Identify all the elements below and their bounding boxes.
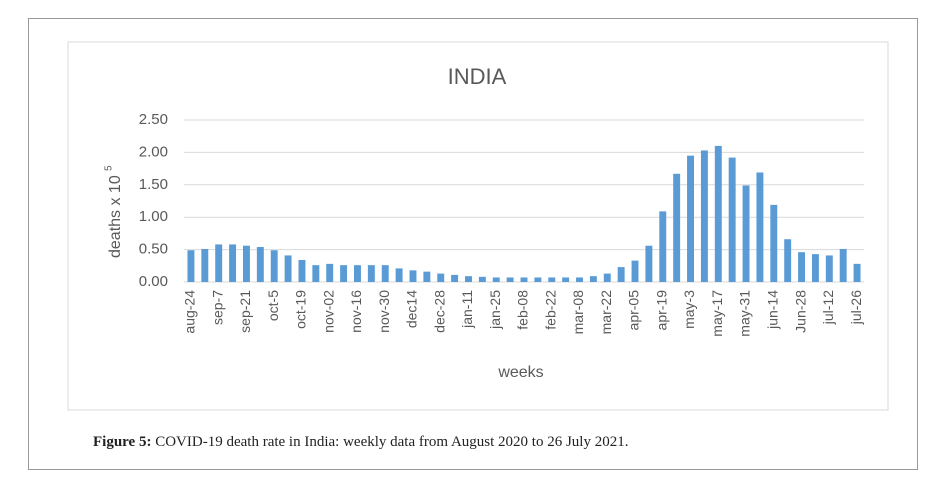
bar	[201, 248, 209, 282]
bar	[187, 250, 195, 282]
y-axis-label-superscript: 5	[104, 165, 115, 171]
bar	[506, 277, 514, 282]
bar	[631, 260, 639, 282]
x-tick-label: jun-14	[764, 290, 780, 330]
bar	[687, 155, 694, 282]
bar	[798, 252, 806, 282]
bar	[340, 265, 348, 282]
x-tick-label: dec-28	[431, 290, 447, 333]
bar	[423, 271, 431, 282]
bar	[576, 277, 583, 282]
x-tick-label: feb-08	[515, 290, 531, 330]
bar	[700, 150, 708, 282]
bar	[492, 277, 500, 282]
bar	[215, 244, 223, 282]
bar	[381, 265, 389, 282]
bar	[534, 277, 542, 282]
bar	[451, 274, 459, 282]
bar	[242, 245, 250, 282]
bar	[825, 255, 833, 282]
bar	[853, 263, 861, 282]
bar	[465, 276, 472, 282]
chart-frame	[67, 41, 889, 411]
x-tick-label: feb-22	[542, 290, 558, 330]
y-tick-label: 2.00	[139, 143, 168, 160]
y-tick-label: 0.00	[139, 273, 168, 290]
x-tick-label: may-17	[709, 290, 725, 337]
x-tick-label: jul-12	[820, 290, 836, 325]
x-tick-label: apr-19	[653, 290, 669, 331]
x-tick-label: oct-19	[293, 290, 309, 329]
x-tick-label: dec14	[404, 290, 420, 328]
bar	[326, 263, 334, 282]
x-tick-label: jul-26	[848, 290, 864, 325]
bar	[562, 277, 570, 282]
bar	[312, 265, 320, 282]
bar	[839, 248, 847, 282]
bar	[548, 277, 556, 282]
bar	[673, 173, 681, 282]
bar	[284, 255, 292, 282]
bar	[437, 273, 445, 282]
bar	[367, 265, 375, 282]
x-tick-label: nov-02	[320, 290, 336, 333]
y-tick-label: 0.50	[139, 241, 168, 258]
x-tick-label: aug-24	[182, 290, 198, 334]
figure-frame	[28, 18, 918, 470]
x-tick-label: sep-21	[237, 290, 253, 333]
bar	[756, 172, 764, 282]
bar	[270, 250, 278, 282]
x-tick-label: apr-05	[626, 290, 642, 331]
bar	[742, 185, 750, 282]
bar	[659, 211, 667, 282]
caption: Figure 5: COVID-19 death rate in India: …	[93, 434, 628, 451]
caption-text: COVID-19 death rate in India: weekly dat…	[155, 434, 629, 450]
y-tick-label: 1.00	[139, 208, 168, 225]
bar	[256, 247, 264, 282]
bar	[589, 276, 597, 282]
x-tick-label: nov-30	[376, 290, 392, 333]
bar	[728, 157, 736, 282]
bar	[478, 276, 486, 282]
x-tick-label: mar-22	[598, 290, 614, 335]
bar	[229, 244, 237, 282]
chart-title: INDIA	[448, 64, 507, 89]
bar	[770, 204, 778, 282]
bar	[645, 245, 653, 282]
x-tick-label: nov-16	[348, 290, 364, 333]
bar	[617, 267, 625, 282]
bar	[409, 270, 417, 282]
y-tick-label: 2.50	[139, 111, 168, 128]
bar	[714, 145, 722, 282]
x-tick-label: may-3	[681, 290, 697, 329]
y-axis-label: deaths x 10	[107, 175, 124, 258]
y-axis-label-group: deaths x 10 5	[104, 165, 125, 258]
bar	[395, 268, 403, 282]
bar	[520, 277, 528, 282]
x-tick-label: may-31	[737, 290, 753, 337]
x-tick-label: jan-11	[459, 290, 475, 329]
bar	[298, 259, 306, 282]
bar	[354, 265, 361, 282]
x-tick-label: Jun-28	[792, 290, 808, 333]
x-tick-label: oct-5	[265, 290, 281, 321]
x-axis-label: weeks	[497, 364, 543, 381]
x-tick-label: mar-08	[570, 290, 586, 335]
bar	[811, 254, 819, 282]
bar	[603, 273, 611, 282]
x-tick-label: jan-25	[487, 290, 503, 330]
bar	[784, 239, 792, 282]
x-tick-label: sep-7	[209, 290, 225, 325]
caption-label: Figure 5:	[93, 434, 152, 450]
y-tick-label: 1.50	[139, 176, 168, 193]
